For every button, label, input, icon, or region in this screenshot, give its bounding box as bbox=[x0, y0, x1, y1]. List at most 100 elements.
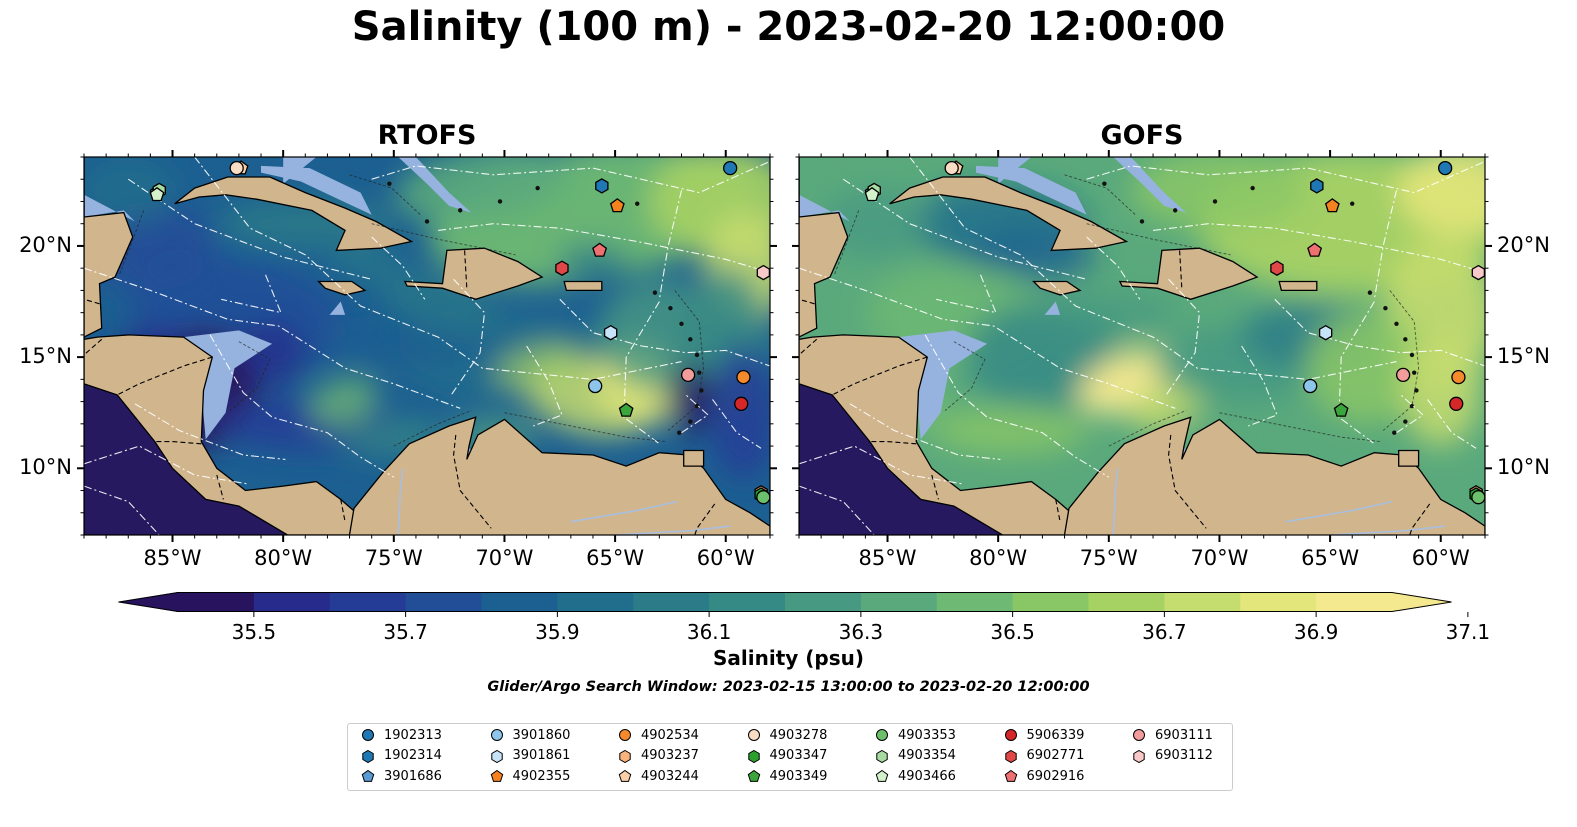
float-marker-3901860[interactable] bbox=[588, 378, 603, 394]
float-marker-4903278[interactable] bbox=[944, 160, 959, 176]
circle-marker-icon bbox=[747, 729, 760, 741]
island bbox=[1172, 208, 1178, 213]
legend-label: 4903353 bbox=[898, 727, 956, 743]
eez-boundary bbox=[134, 403, 286, 460]
float-marker-4903353[interactable] bbox=[756, 490, 771, 505]
land-yucatan bbox=[799, 157, 849, 338]
float-marker-6902771[interactable] bbox=[555, 260, 569, 276]
lon-tick-label: 65°W bbox=[586, 546, 645, 570]
eez-boundary bbox=[1086, 236, 1141, 300]
float-marker-4902355[interactable] bbox=[609, 198, 625, 213]
colorbar-tick-label: 36.7 bbox=[1142, 620, 1187, 644]
country-border bbox=[831, 356, 928, 396]
colorbar-bin bbox=[633, 592, 710, 612]
float-marker-6903112[interactable] bbox=[756, 264, 771, 281]
eez-boundary bbox=[526, 345, 563, 427]
float-marker-6903111[interactable] bbox=[680, 367, 696, 383]
colorbar-tick-label: 36.9 bbox=[1293, 620, 1339, 644]
float-marker-5906339[interactable] bbox=[1449, 396, 1464, 411]
eez-boundary bbox=[842, 178, 1087, 280]
float-marker-4902534[interactable] bbox=[736, 369, 751, 385]
hexagon-marker-icon bbox=[747, 749, 760, 763]
circle-marker-icon bbox=[362, 729, 374, 741]
float-marker-4902355[interactable] bbox=[1324, 198, 1340, 213]
country-border bbox=[340, 499, 346, 522]
colorbar-tick-label: 36.3 bbox=[838, 620, 884, 644]
eez-boundary bbox=[936, 274, 997, 314]
pentagon-marker-icon bbox=[875, 769, 889, 782]
lat-tick-label: 10°N bbox=[1497, 455, 1550, 480]
hexagon-marker-icon bbox=[1004, 749, 1017, 763]
float-marker-6903111[interactable] bbox=[1395, 367, 1411, 383]
land-jamaica bbox=[1032, 280, 1082, 296]
lon-tick-label: 60°W bbox=[696, 546, 755, 570]
float-marker-4903466[interactable] bbox=[864, 186, 880, 202]
country-border bbox=[1409, 503, 1431, 535]
float-marker-4903353[interactable] bbox=[1471, 490, 1486, 505]
island bbox=[1250, 185, 1255, 191]
lat-tick-label: 15°N bbox=[1497, 344, 1550, 369]
float-marker-1902314[interactable] bbox=[595, 178, 609, 194]
float-marker-4903466[interactable] bbox=[149, 186, 165, 202]
island bbox=[1367, 290, 1373, 295]
lon-tick-label: 60°W bbox=[1411, 546, 1470, 570]
lat-tick-label: 20°N bbox=[19, 232, 72, 257]
land-puerto-rico bbox=[563, 280, 603, 292]
legend-item-4903466: 4903466 bbox=[874, 766, 956, 786]
island bbox=[677, 430, 682, 435]
legend-item-6902771: 6902771 bbox=[1003, 746, 1084, 766]
island bbox=[1403, 337, 1408, 342]
eez-boundary bbox=[221, 274, 282, 314]
float-marker-6903112[interactable] bbox=[1471, 264, 1486, 281]
island bbox=[1139, 219, 1145, 224]
river bbox=[1330, 525, 1446, 535]
legend-label: 3901860 bbox=[512, 727, 571, 743]
float-marker-3901860[interactable] bbox=[1303, 378, 1318, 394]
depth-contour bbox=[1219, 412, 1382, 443]
hexagon-marker-icon bbox=[362, 749, 374, 763]
float-marker-1902313[interactable] bbox=[1438, 160, 1453, 176]
float-marker-5906339[interactable] bbox=[734, 396, 749, 411]
float-marker-6902916[interactable] bbox=[592, 242, 608, 257]
eez-boundary bbox=[1427, 399, 1477, 449]
colorbar-bin bbox=[481, 592, 558, 612]
eez-boundary bbox=[658, 190, 683, 300]
colorbar-tick-label: 35.5 bbox=[231, 620, 277, 644]
eez-boundary bbox=[127, 178, 372, 280]
depth-contour bbox=[667, 290, 705, 431]
float-marker-1902313[interactable] bbox=[723, 160, 738, 176]
float-legend: 1902313 1902314 3901686 3901860 3901861 49023… bbox=[347, 723, 1233, 791]
colorbar-extend-low bbox=[118, 592, 178, 612]
colorbar-bin bbox=[1316, 592, 1393, 612]
float-marker-6902916[interactable] bbox=[1307, 242, 1323, 257]
panel-title-gofs: GOFS bbox=[1100, 120, 1184, 151]
river bbox=[570, 500, 678, 523]
island bbox=[1392, 430, 1397, 435]
land-jamaica bbox=[317, 280, 367, 296]
lon-tick-label: 70°W bbox=[1190, 546, 1249, 570]
legend-item-3901860: 3901860 bbox=[489, 725, 571, 745]
float-marker-3901861[interactable] bbox=[603, 324, 618, 341]
float-marker-6902771[interactable] bbox=[1270, 260, 1284, 276]
colorbar-tick-label: 35.7 bbox=[383, 620, 428, 644]
legend-label: 4902355 bbox=[512, 768, 571, 784]
pentagon-marker-icon bbox=[361, 769, 375, 782]
hexagon-marker-icon bbox=[619, 749, 631, 763]
map-frame bbox=[83, 156, 771, 536]
legend-label: 3901861 bbox=[512, 748, 571, 763]
land-central-america bbox=[799, 157, 1072, 535]
salinity-colorbar bbox=[118, 592, 1469, 617]
lon-tick-label: 75°W bbox=[364, 546, 423, 570]
legend-item-4903347: 4903347 bbox=[746, 746, 827, 766]
depth-contour bbox=[118, 210, 145, 275]
colorbar-bin bbox=[709, 592, 786, 612]
eez-boundary bbox=[1153, 223, 1485, 274]
float-marker-4903349[interactable] bbox=[618, 402, 634, 417]
float-marker-3901861[interactable] bbox=[1318, 324, 1333, 341]
float-marker-4903349[interactable] bbox=[1333, 402, 1349, 417]
float-marker-4902534[interactable] bbox=[1451, 369, 1466, 385]
island bbox=[688, 337, 693, 342]
float-marker-1902314[interactable] bbox=[1310, 178, 1324, 194]
island bbox=[1394, 321, 1399, 326]
float-marker-4903278[interactable] bbox=[229, 160, 244, 176]
